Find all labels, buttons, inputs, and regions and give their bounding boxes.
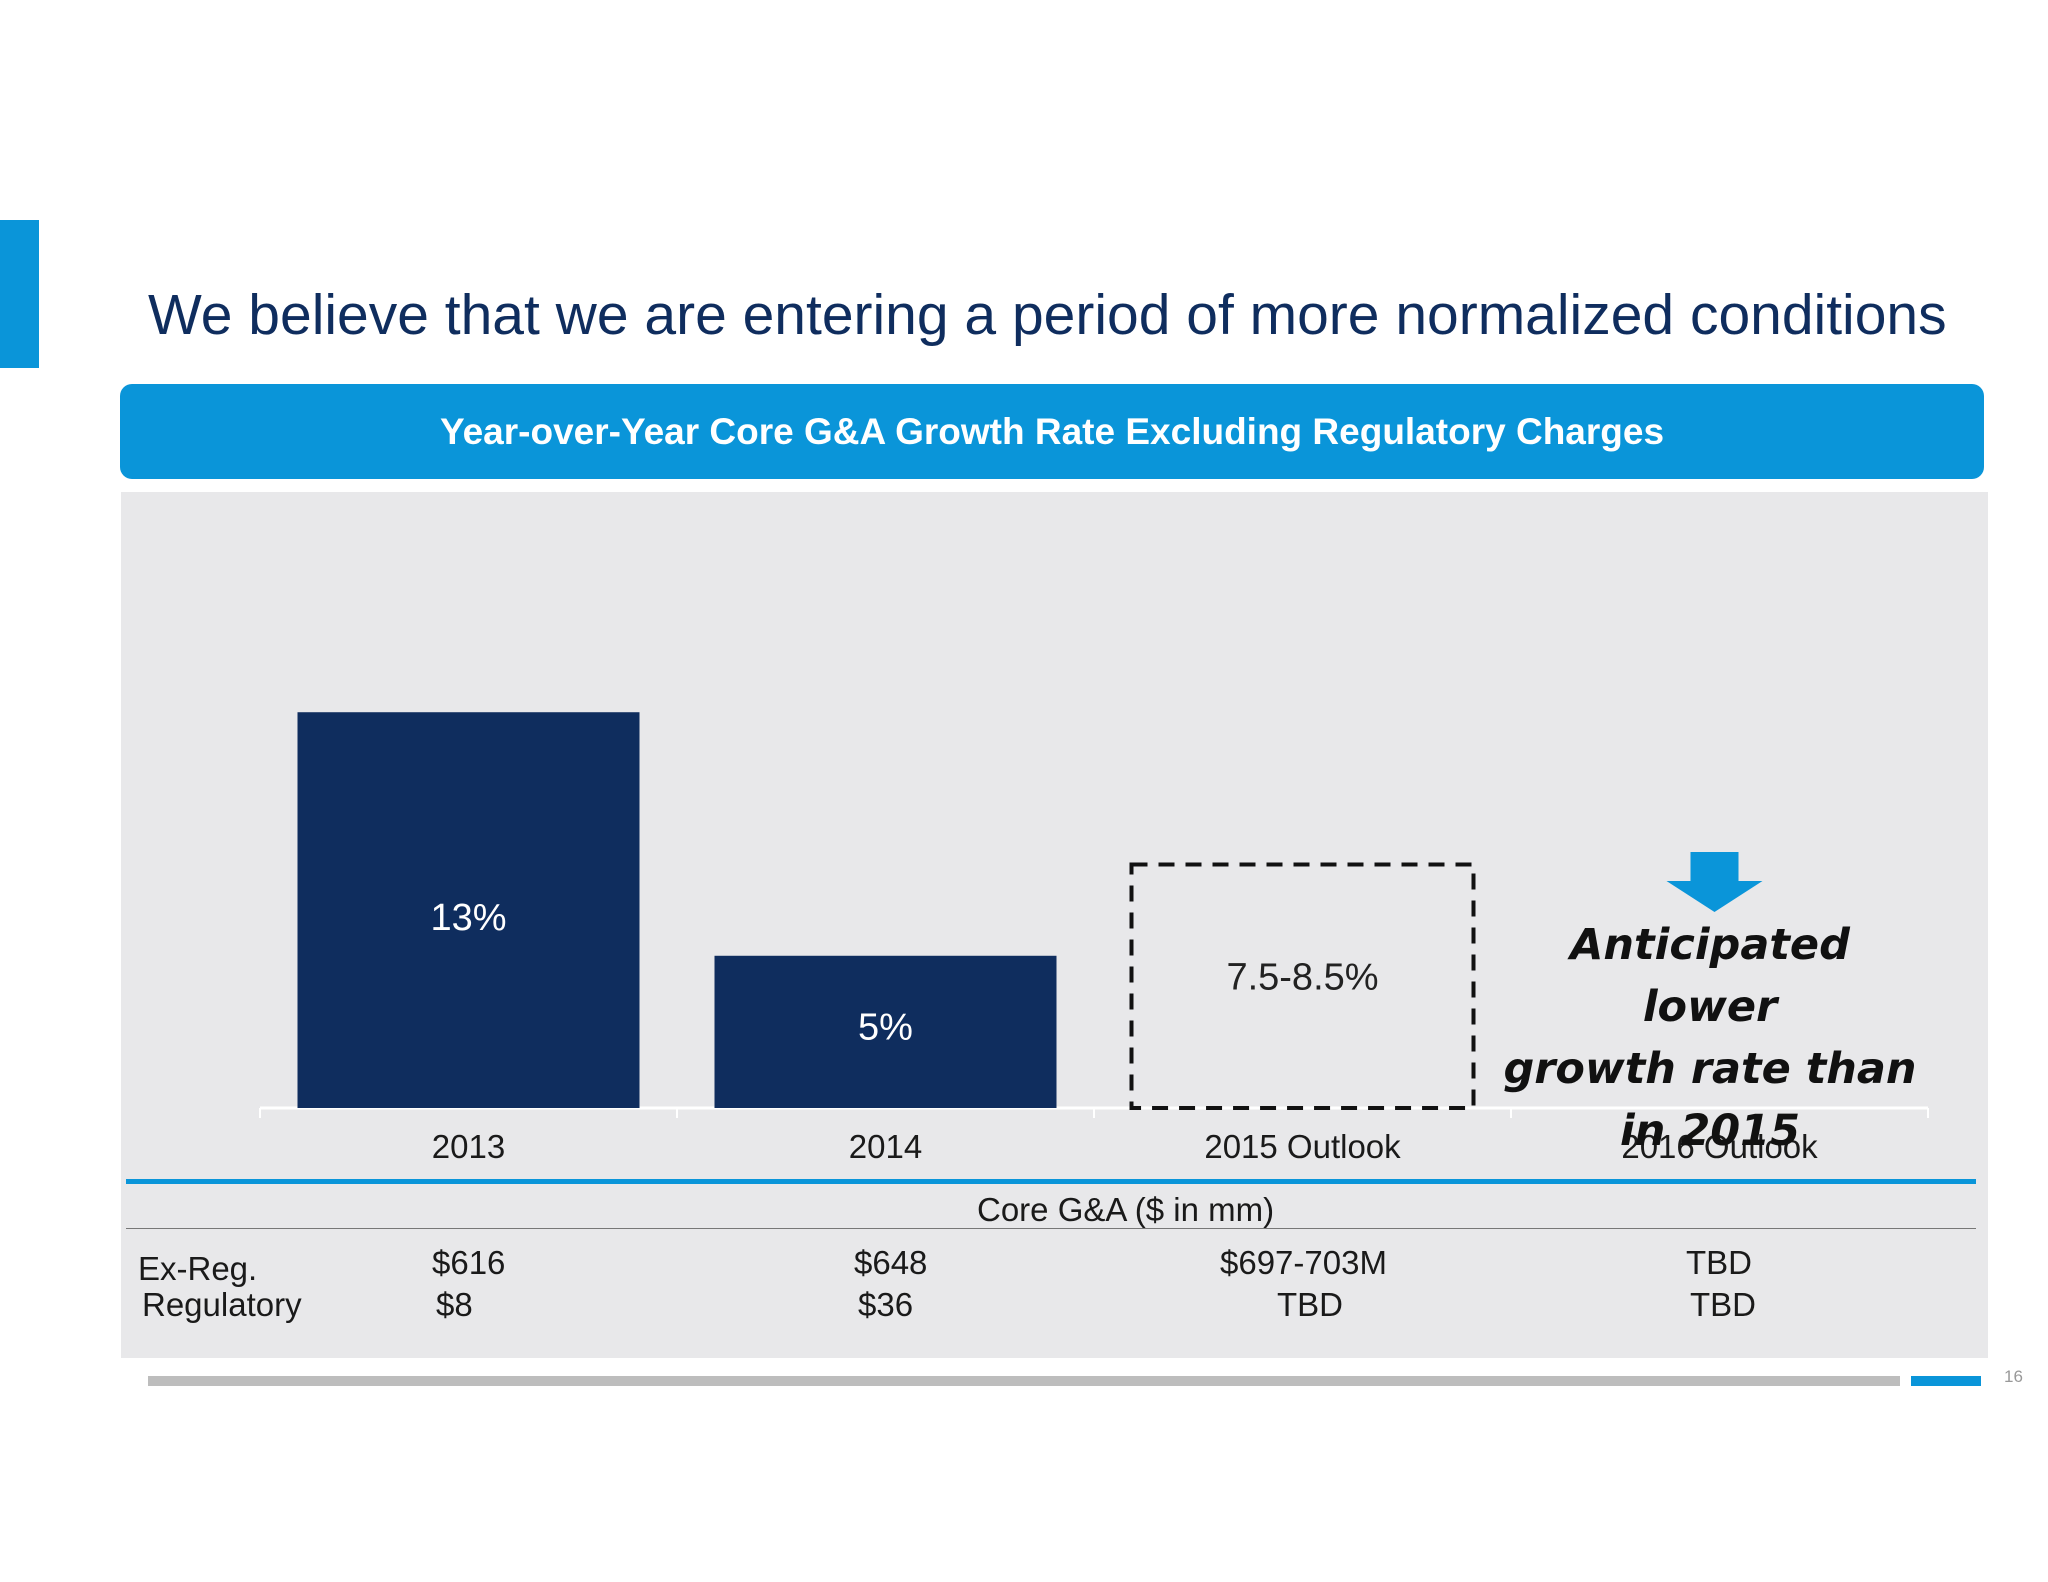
annotation-line-1: Anticipated lower <box>1570 920 1850 1032</box>
table-rule <box>126 1228 1976 1229</box>
bar-value-label: 13% <box>430 897 506 939</box>
table-caption: Core G&A ($ in mm) <box>977 1191 1275 1228</box>
accent-bar <box>0 220 39 368</box>
x-tick-label: 2014 <box>849 1128 922 1165</box>
chart-title: Year-over-Year Core G&A Growth Rate Excl… <box>439 410 1665 452</box>
annotation-line-3: in 2015 <box>1620 1106 1800 1156</box>
cell-regulatory-2014: $36 <box>858 1286 914 1323</box>
bar <box>714 955 1057 1108</box>
cell-regulatory-2016: TBD <box>1690 1286 1756 1323</box>
footer-bar <box>148 1376 1900 1386</box>
cell-regulatory-2015: TBD <box>1277 1286 1343 1323</box>
page-title: We believe that we are entering a period… <box>148 283 1947 347</box>
footer-accent <box>1911 1376 1981 1386</box>
annotation-callout: Anticipated lower growth rate than in 20… <box>1500 914 1920 1162</box>
chart-title-banner: Year-over-Year Core G&A Growth Rate Excl… <box>120 384 1984 479</box>
x-tick-label: 2016 Outlook <box>1621 1128 1818 1165</box>
cell-ex-reg-2014: $648 <box>854 1244 928 1281</box>
row-label-regulatory: Regulatory <box>142 1286 302 1323</box>
row-label-ex-reg: Ex-Reg. <box>138 1250 258 1287</box>
cell-ex-reg-2013: $616 <box>432 1244 506 1281</box>
page-number: 16 <box>2004 1367 2023 1386</box>
bar <box>297 712 640 1108</box>
bar-value-label: 5% <box>858 1007 913 1049</box>
cell-ex-reg-2015: $697-703M <box>1220 1244 1387 1281</box>
x-tick-label: 2013 <box>432 1128 505 1165</box>
table-divider <box>126 1179 1976 1184</box>
x-tick-label: 2015 Outlook <box>1204 1128 1401 1165</box>
cell-ex-reg-2016: TBD <box>1686 1244 1752 1281</box>
bar-projected <box>1129 862 1476 1111</box>
bar-value-label: 7.5-8.5% <box>1226 956 1378 998</box>
annotation-line-2: growth rate than <box>1503 1044 1917 1094</box>
down-arrow-icon <box>1666 852 1763 912</box>
cell-regulatory-2013: $8 <box>436 1286 473 1323</box>
